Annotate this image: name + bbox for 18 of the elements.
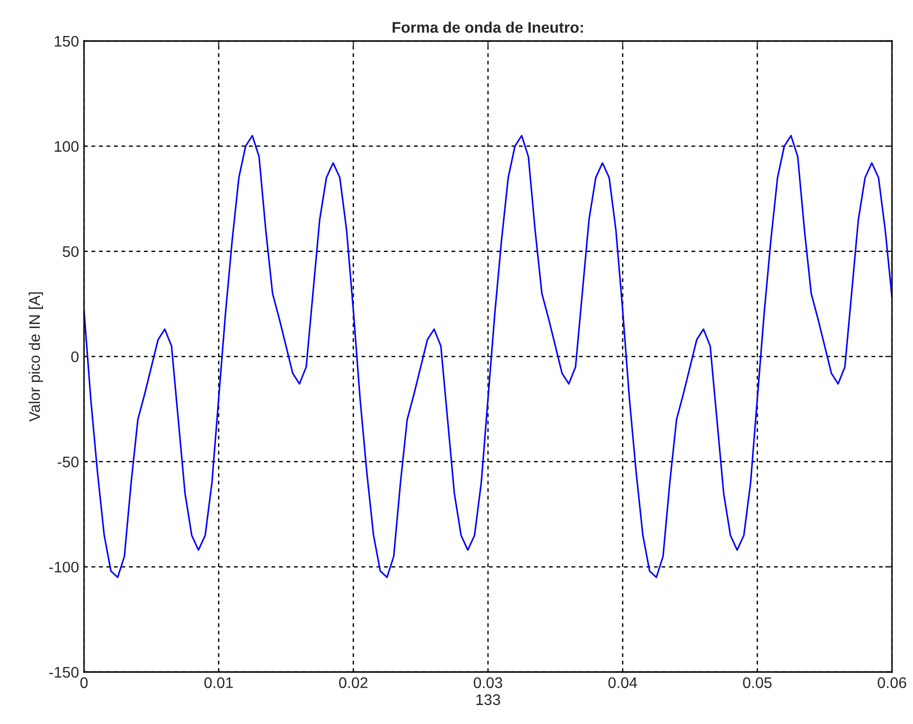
x-axis-title: 133 [476, 694, 500, 706]
y-tick-label: -150 [49, 666, 79, 678]
line-series [84, 134, 892, 578]
y-tick-label: 0 [71, 351, 79, 362]
y-tick-label: 50 [62, 246, 79, 258]
y-tick-label: -100 [49, 562, 79, 573]
x-tick-label: 0 [80, 677, 88, 688]
chart-title: Forma de onda de Ineutro: [392, 22, 583, 33]
x-tick-label: 0.01 [204, 677, 233, 688]
x-tick-label: 0.03 [474, 677, 502, 688]
y-tick-label: -50 [58, 456, 79, 468]
x-tick-label: 0.02 [339, 677, 368, 688]
y-axis-title: Valor pico de IN [A] [28, 292, 44, 422]
y-tick-label: 150 [54, 36, 79, 47]
x-tick-label: 0.05 [743, 677, 772, 688]
x-tick-label: 0.06 [878, 677, 906, 688]
x-tick-label: 0.04 [608, 677, 638, 688]
y-tick-label: 100 [54, 141, 79, 152]
